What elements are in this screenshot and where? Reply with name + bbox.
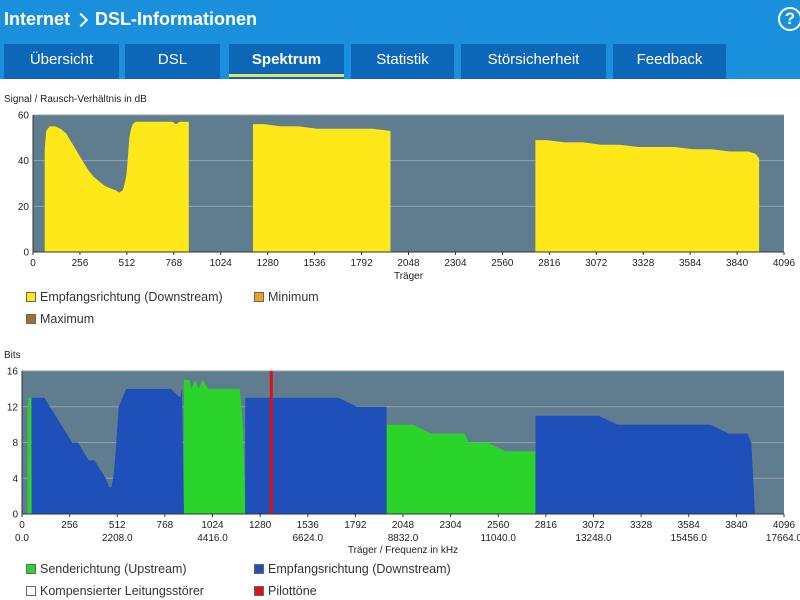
x-tick-label: 2048 [397, 258, 420, 269]
x-tick-label: 1536 [304, 258, 327, 269]
breadcrumb-root[interactable]: Internet [4, 9, 71, 29]
tab-uebersicht[interactable]: Übersicht [4, 44, 119, 79]
x-tick-label: 3840 [726, 258, 749, 269]
x-tick-label: 1792 [344, 520, 367, 531]
legend-label: Senderichtung (Upstream) [40, 562, 187, 576]
series-area [535, 140, 760, 252]
legend-swatch [26, 586, 36, 596]
snr-chart-title: Signal / Rausch-Verhältnis in dB [4, 94, 147, 105]
breadcrumb: Internet DSL-Informationen [4, 9, 257, 30]
x-tick-label: 512 [109, 520, 126, 531]
x-tick-label: 2816 [538, 258, 561, 269]
x-tick-label: 768 [157, 520, 174, 531]
x-tick-label: 256 [72, 258, 89, 269]
legend-swatch [254, 586, 264, 596]
y-tick-label: 0 [12, 510, 18, 521]
legend-swatch [26, 564, 36, 574]
legend-swatch [254, 292, 264, 302]
legend-label: Minimum [268, 290, 319, 304]
y-tick-label: 0 [23, 248, 29, 259]
legend-snr-minimum[interactable]: Minimum [254, 290, 319, 304]
series-area [245, 397, 387, 514]
x-tick-label: 0 [30, 258, 36, 269]
legend-bits-pilot[interactable]: Pilottöne [254, 584, 317, 598]
x-freq-tick-label: 8832.0 [388, 533, 419, 544]
x-tick-label: 3584 [679, 258, 702, 269]
x-tick-label: 512 [119, 258, 136, 269]
legend-snr-maximum[interactable]: Maximum [26, 312, 94, 326]
legend-snr-downstream[interactable]: Empfangsrichtung (Downstream) [26, 290, 223, 304]
legend-bits-downstream[interactable]: Empfangsrichtung (Downstream) [254, 562, 451, 576]
legend-swatch [254, 564, 264, 574]
legend-swatch [26, 314, 36, 324]
x-tick-label: 0 [19, 520, 25, 531]
series-area [535, 415, 755, 514]
y-tick-label: 60 [18, 111, 30, 122]
tab-statistik[interactable]: Statistik [351, 44, 454, 79]
x-tick-label: 1280 [249, 520, 272, 531]
x-freq-tick-label: 0.0 [15, 533, 29, 544]
legend-label: Empfangsrichtung (Downstream) [40, 290, 223, 304]
series-area [31, 388, 184, 514]
x-freq-tick-label: 15456.0 [671, 533, 708, 544]
y-tick-label: 4 [12, 474, 18, 485]
x-freq-tick-label: 11040.0 [481, 533, 517, 544]
x-tick-label: 2560 [487, 520, 510, 531]
snr-chart: 0 20 40 60 0 256 512 768 1024 1280 1536 1792 2048 230… [18, 111, 796, 283]
x-tick-label: 3328 [630, 520, 653, 531]
x-tick-label: 2304 [444, 258, 467, 269]
y-tick-label: 12 [7, 402, 19, 413]
series-area [253, 124, 391, 252]
series-area [27, 397, 32, 514]
y-tick-label: 16 [7, 367, 19, 378]
page-title: DSL-Informationen [95, 9, 258, 29]
tab-feedback[interactable]: Feedback [613, 44, 726, 79]
x-freq-tick-label: 13248.0 [575, 533, 612, 544]
y-tick-label: 40 [18, 156, 30, 167]
x-tick-label: 3840 [725, 520, 748, 531]
legend-bits-compensated[interactable]: Kompensierter Leitungsstörer [26, 584, 204, 598]
y-tick-label: 20 [18, 202, 30, 213]
legend-swatch [26, 292, 36, 302]
x-axis-label: Träger [394, 271, 424, 282]
legend-label: Kompensierter Leitungsstörer [40, 584, 204, 598]
x-tick-label: 2816 [535, 520, 558, 531]
y-tick-label: 8 [12, 438, 18, 449]
x-freq-tick-label: 17664.0 [766, 533, 800, 544]
x-tick-label: 2304 [440, 520, 463, 531]
x-tick-label: 1280 [257, 258, 280, 269]
x-tick-label: 3072 [582, 520, 605, 531]
x-tick-label: 1536 [297, 520, 320, 531]
tab-stoersicherheit[interactable]: Störsicherheit [461, 44, 606, 79]
series-area [44, 121, 189, 252]
legend-label: Maximum [40, 312, 95, 326]
series-area [183, 379, 246, 514]
x-tick-label: 2560 [491, 258, 514, 269]
x-tick-label: 3072 [585, 258, 608, 269]
x-tick-label: 3328 [632, 258, 655, 269]
tab-spektrum[interactable]: Spektrum [229, 44, 344, 79]
x-freq-tick-label: 4416.0 [197, 533, 228, 544]
tab-dsl[interactable]: DSL [125, 44, 220, 79]
x-axis-label: Träger / Frequenz in kHz [348, 545, 458, 556]
bits-chart-title: Bits [4, 350, 21, 361]
page-header: Internet DSL-Informationen ? Übersicht D… [0, 0, 800, 79]
x-freq-tick-label: 6624.0 [292, 533, 323, 544]
series-area [386, 424, 536, 514]
x-tick-label: 4096 [773, 520, 796, 531]
bits-chart: 0 4 8 12 16 0 256 512 768 1024 1280 1536 1792 2048 230… [7, 367, 800, 557]
x-tick-label: 4096 [773, 258, 796, 269]
x-tick-label: 256 [61, 520, 78, 531]
x-freq-tick-label: 2208.0 [102, 533, 133, 544]
legend-label: Pilottöne [268, 584, 317, 598]
x-tick-label: 1024 [201, 520, 224, 531]
x-tick-label: 768 [165, 258, 182, 269]
x-tick-label: 1792 [350, 258, 373, 269]
x-tick-label: 3584 [678, 520, 701, 531]
x-tick-label: 2048 [392, 520, 415, 531]
legend-bits-upstream[interactable]: Senderichtung (Upstream) [26, 562, 187, 576]
x-tick-label: 1024 [210, 258, 233, 269]
legend-label: Empfangsrichtung (Downstream) [268, 562, 451, 576]
help-icon[interactable]: ? [778, 7, 800, 31]
